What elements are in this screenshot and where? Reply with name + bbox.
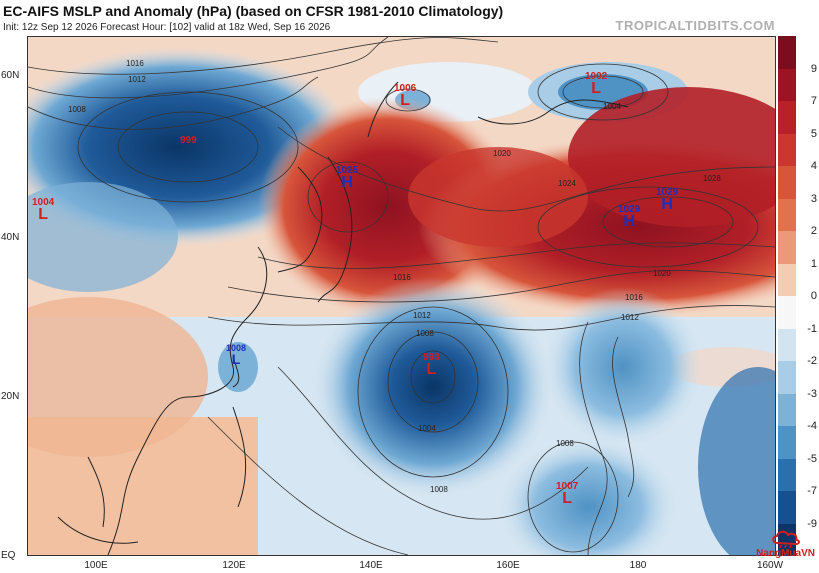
low-pressure-value: 1008: [226, 343, 247, 353]
colorbar-tick-label: 0: [810, 290, 817, 302]
lon-label: 100E: [84, 560, 108, 571]
colorbar-segment: [778, 393, 796, 426]
high-pressure-value: 1029: [618, 204, 641, 215]
isobar-label: 1008: [416, 329, 434, 338]
lon-label: 140E: [359, 560, 383, 571]
colorbar-tick-label: -3: [807, 387, 817, 400]
high-symbol: H: [341, 174, 353, 191]
low-symbol: L: [426, 361, 437, 378]
colorbar-segment: [778, 296, 796, 329]
lat-label: EQ: [1, 550, 16, 561]
isobar-label: 1012: [621, 313, 639, 322]
colorbar-segment: [778, 198, 796, 231]
isobar-label: 1024: [558, 179, 576, 188]
chart-title: EC-AIFS MSLP and Anomaly (hPa) (based on…: [3, 3, 504, 19]
lon-label: 180: [629, 560, 647, 571]
lon-label: 160E: [496, 560, 520, 571]
isobar-label: 1020: [653, 269, 671, 278]
isobar-label: 1004: [603, 102, 621, 111]
lon-label: 120E: [222, 560, 246, 571]
low-centre: 1004 L: [32, 197, 55, 223]
colorbar-tick-label: 5: [810, 127, 817, 140]
isobar-label: 1016: [625, 293, 643, 302]
isobar-label: 1012: [413, 311, 431, 320]
low-symbol: L: [562, 490, 573, 507]
high-centre: 1025 H: [336, 165, 359, 191]
colorbar-segment: [778, 361, 796, 394]
isobar-label: 1008: [430, 485, 448, 494]
high-pressure-value: 1025: [336, 165, 359, 176]
low-centre: 1007 L: [556, 481, 579, 507]
colorbar-segment: [778, 231, 796, 264]
colorbar-tick-label: 1: [810, 257, 817, 270]
colorbar-tick-label: -7: [807, 485, 817, 497]
isobar-label: 1004: [418, 424, 436, 433]
isobar-label: 1020: [493, 149, 511, 158]
colorbar-segment: [778, 458, 796, 491]
colorbar-ticks: 9 7 5 4 3 2 1 0 -1 -2 -3 -4 -5 -7 -9: [800, 36, 819, 556]
low-centre: 1008 L: [226, 343, 247, 367]
colorbar-segment: [778, 263, 796, 296]
colorbar-segment: [778, 68, 796, 101]
low-centre: 999: [180, 135, 197, 146]
low-pressure-value: 1007: [556, 481, 579, 492]
low-pressure-value: 1004: [32, 197, 55, 208]
low-pressure-value: 1002: [585, 71, 608, 82]
colorbar-tick-label: 2: [810, 225, 817, 237]
cloud-rain-icon: [769, 530, 803, 549]
low-centre: 1006 L: [394, 83, 417, 109]
colorbar-segment: [778, 166, 796, 199]
low-centre: 1002 L: [585, 71, 608, 97]
colorbar: [778, 36, 796, 556]
isobar-label: 1012: [128, 75, 146, 84]
lat-label: 20N: [1, 391, 20, 402]
map-canvas: [28, 37, 775, 555]
isobar-label: 1008: [556, 439, 574, 448]
colorbar-tick-label: 7: [810, 95, 817, 107]
low-symbol: L: [591, 80, 602, 97]
low-pressure-value: 999: [180, 135, 197, 146]
watermark-text: NangMuaVN: [756, 548, 815, 559]
low-symbol: L: [38, 206, 49, 223]
map-panel: 1025 H 1029 H 1029 H 1006 L 1002 L 999 1…: [27, 36, 776, 556]
low-symbol: L: [231, 351, 241, 367]
isobar-contours: [28, 37, 775, 555]
high-centre: 1029 H: [656, 187, 679, 213]
low-pressure-value: 1006: [394, 83, 417, 94]
isobar-label: 1016: [126, 59, 144, 68]
colorbar-segment: [778, 328, 796, 361]
colorbar-segment: [778, 101, 796, 134]
isobar-label: 1028: [703, 174, 721, 183]
colorbar-segment: [778, 133, 796, 166]
header: EC-AIFS MSLP and Anomaly (hPa) (based on…: [0, 0, 819, 36]
low-symbol: L: [400, 92, 411, 109]
low-pressure-value: 993: [423, 352, 440, 363]
high-symbol: H: [623, 213, 635, 230]
brand-label: TROPICALTIDBITS.COM: [615, 18, 775, 33]
colorbar-tick-label: -5: [807, 452, 817, 465]
colorbar-segment: [778, 36, 796, 69]
isobar-label: 1016: [393, 273, 411, 282]
watermark: NangMuaVN: [756, 530, 815, 559]
colorbar-tick-label: -1: [807, 322, 817, 335]
isobar-label: 1008: [68, 105, 86, 114]
coastlines: [57, 81, 629, 555]
colorbar-tick-label: 4: [810, 160, 817, 172]
colorbar-tick-label: -9: [807, 517, 817, 530]
colorbar-tick-label: -2: [807, 355, 817, 367]
colorbar-segment: [778, 426, 796, 459]
run-info: Init: 12z Sep 12 2026 Forecast Hour: [10…: [3, 22, 331, 33]
lat-label: 60N: [1, 70, 20, 81]
lon-label: 160W: [756, 560, 784, 571]
low-centre: 993 L: [423, 352, 440, 378]
colorbar-segment: [778, 491, 796, 524]
high-centre: 1029 H: [618, 204, 641, 230]
colorbar-tick-label: -4: [807, 420, 817, 432]
colorbar-tick-label: 3: [810, 192, 817, 205]
lat-label: 40N: [1, 232, 20, 243]
high-symbol: H: [661, 196, 673, 213]
high-pressure-value: 1029: [656, 187, 679, 198]
colorbar-tick-label: 9: [810, 62, 817, 75]
